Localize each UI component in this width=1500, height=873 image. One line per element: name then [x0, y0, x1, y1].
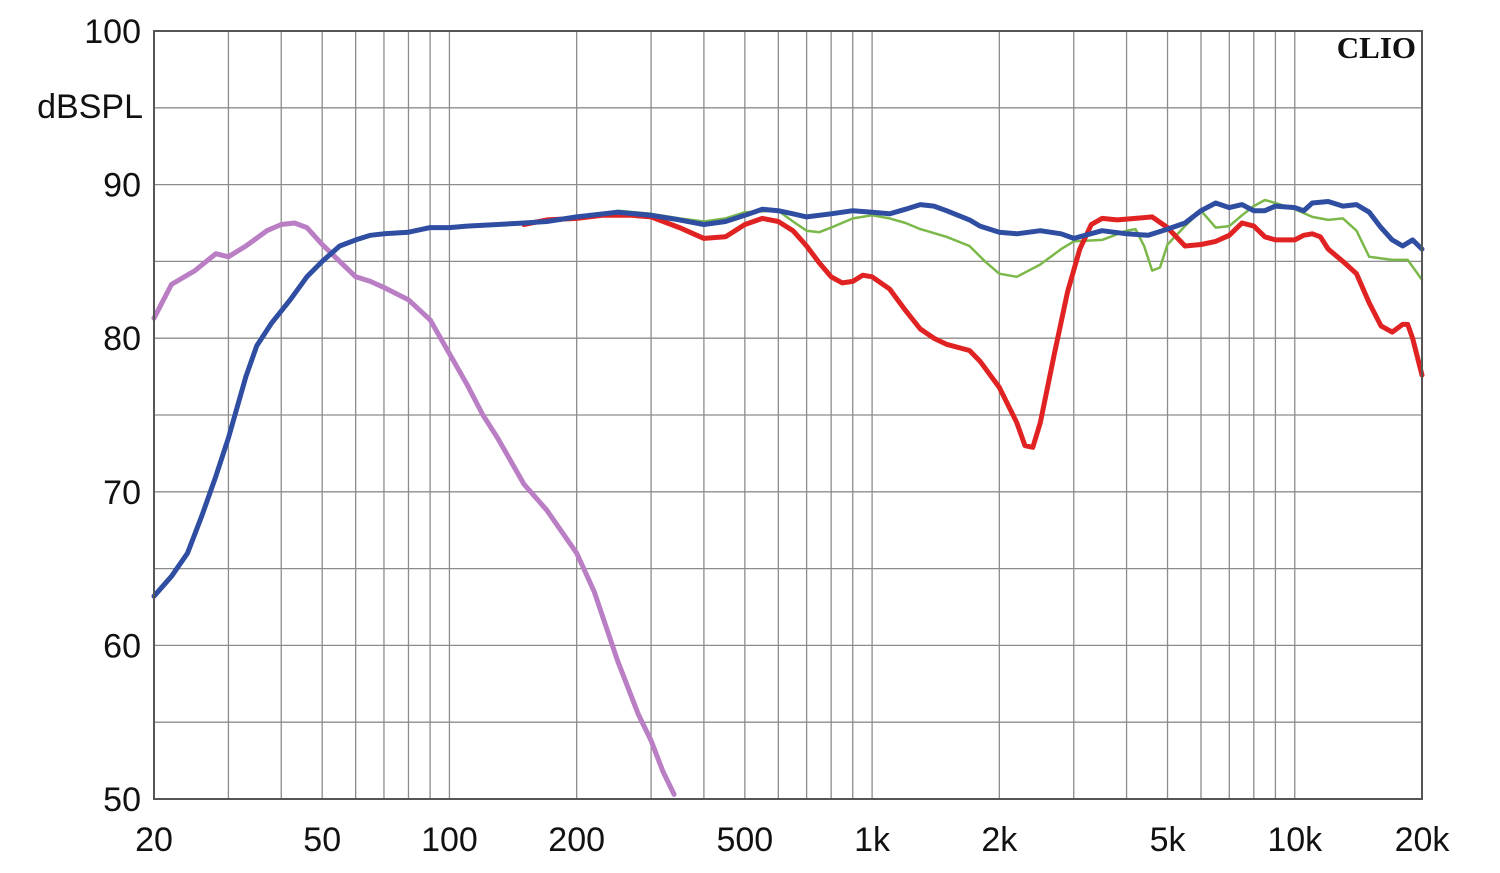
- y-tick-label: 100: [84, 13, 141, 51]
- y-tick-label: 90: [103, 167, 141, 205]
- chart-curves: [151, 198, 1425, 797]
- response-curve-2: [151, 220, 677, 797]
- y-tick-label: 70: [103, 474, 141, 512]
- plot-frame: [153, 30, 1423, 800]
- x-tick-label: 50: [303, 821, 341, 859]
- y-tick-label: 80: [103, 320, 141, 358]
- x-tick-label: 1k: [854, 821, 891, 859]
- y-axis-label: dBSPL: [37, 88, 143, 126]
- response-curve-3: [521, 212, 1425, 450]
- chart-grid: [154, 31, 1422, 799]
- brand-mark: CLIO: [1337, 30, 1416, 65]
- x-tick-labels: 20 50 100 200 500 1k 2k 5k 10k 20k: [135, 821, 1450, 859]
- x-tick-label: 500: [716, 821, 773, 859]
- y-tick-labels: 50 60 70 80 90 100: [84, 13, 141, 819]
- x-tick-label: 100: [421, 821, 478, 859]
- y-tick-label: 50: [103, 781, 141, 819]
- x-tick-label: 10k: [1267, 821, 1323, 859]
- x-tick-label: 5k: [1150, 821, 1187, 859]
- response-curve-4: [151, 199, 1425, 599]
- x-tick-label: 20: [135, 821, 173, 859]
- x-tick-label: 200: [548, 821, 605, 859]
- x-tick-label: 2k: [981, 821, 1018, 859]
- x-tick-label: 20k: [1395, 821, 1451, 859]
- y-tick-label: 60: [103, 627, 141, 665]
